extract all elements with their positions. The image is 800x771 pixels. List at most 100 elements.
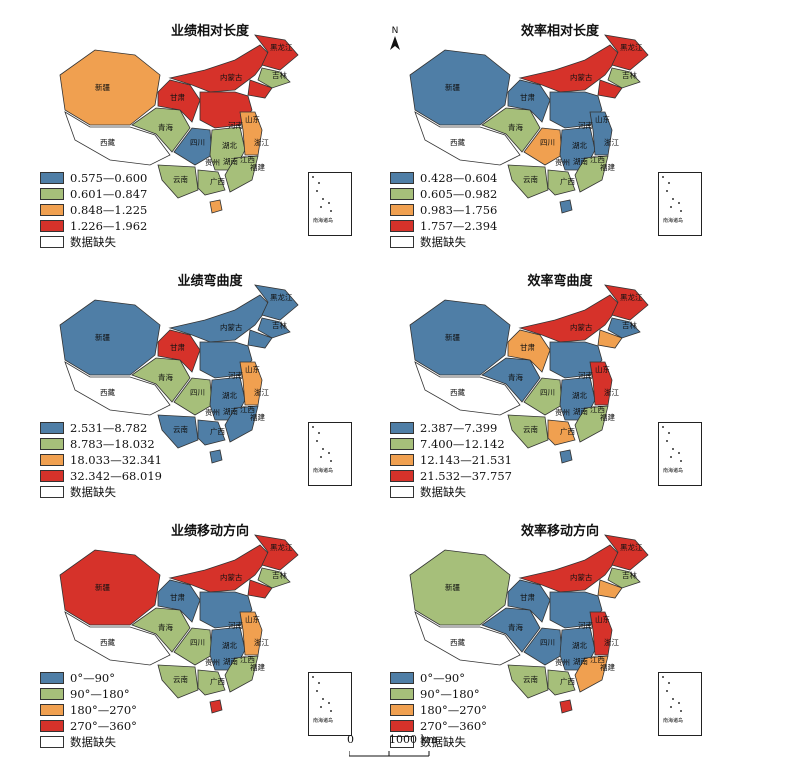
province-label-shandong: 山东 <box>595 614 610 624</box>
legend-swatch <box>40 220 64 232</box>
legend-swatch <box>390 172 414 184</box>
province-label-sichuan: 四川 <box>540 638 555 647</box>
island-dot <box>680 210 682 212</box>
province-label-hubei: 湖北 <box>572 391 587 400</box>
legend-row: 0°—90° <box>390 670 487 686</box>
legend-swatch <box>40 720 64 732</box>
panel-title: 业绩移动方向 <box>170 524 249 539</box>
legend-label: 0.428—0.604 <box>420 171 498 185</box>
island-dot <box>328 702 330 704</box>
legend-label: 90°—180° <box>420 687 480 701</box>
inset-label: 南海诸岛 <box>313 468 334 474</box>
province-label-hunan: 湖南 <box>573 656 588 666</box>
island-dot <box>322 448 324 450</box>
south-china-sea-inset: 南海诸岛 <box>308 172 352 236</box>
province-label-zhejiang: 浙江 <box>254 637 269 647</box>
legend-row: 270°—360° <box>40 718 137 734</box>
legend-label: 数据缺失 <box>420 485 466 499</box>
island-dot <box>320 206 322 208</box>
region-yunnan <box>507 164 549 199</box>
province-label-guangxi: 广西 <box>560 426 575 436</box>
province-label-sichuan: 四川 <box>190 388 205 397</box>
province-label-guangxi: 广西 <box>560 676 575 686</box>
region-xinjiang <box>59 49 161 126</box>
province-label-jiangxi: 江西 <box>590 155 605 164</box>
south-china-sea-inset: 南海诸岛 <box>658 672 702 736</box>
legend-swatch <box>40 486 64 498</box>
province-label-hunan: 湖南 <box>223 656 238 666</box>
region-east-coast <box>589 611 613 656</box>
legend-label: 数据缺失 <box>70 235 116 249</box>
province-label-jiangxi: 江西 <box>590 655 605 664</box>
panel-title: 业绩弯曲度 <box>177 274 243 289</box>
region-qinghai <box>481 357 541 403</box>
island-dot <box>678 702 680 704</box>
province-label-xinjiang: 新疆 <box>95 582 110 592</box>
legend-label: 12.143—21.531 <box>420 453 512 467</box>
province-label-xinjiang: 新疆 <box>445 332 460 342</box>
region-xinjiang <box>409 549 511 626</box>
province-label-jilin: 吉林 <box>622 70 637 80</box>
province-label-henan: 河南 <box>228 370 243 380</box>
region-guangxi <box>547 169 576 196</box>
island-dot <box>316 690 318 692</box>
region-jilin <box>257 567 291 589</box>
province-label-fujian: 福建 <box>250 662 265 672</box>
region-xizang <box>414 611 521 666</box>
province-label-xizang: 西藏 <box>450 637 465 647</box>
legend-swatch <box>390 486 414 498</box>
province-label-shandong: 山东 <box>245 114 260 124</box>
region-east-coast <box>239 111 263 156</box>
inset-map <box>662 426 682 462</box>
region-heilongjiang <box>604 34 649 71</box>
legend-row: 21.532—37.757 <box>390 468 512 484</box>
island-dot <box>312 426 314 428</box>
island-dot <box>316 440 318 442</box>
region-guangxi <box>547 669 576 696</box>
province-label-guangxi: 广西 <box>210 426 225 436</box>
province-label-shandong: 山东 <box>245 364 260 374</box>
legend-row: 1.226—1.962 <box>40 218 147 234</box>
legend-row: 0.428—0.604 <box>390 170 497 186</box>
province-label-neimenggu: 内蒙古 <box>220 72 243 82</box>
province-label-jiangxi: 江西 <box>240 155 255 164</box>
south-china-sea-inset: 南海诸岛 <box>308 422 352 486</box>
legend-label: 0°—90° <box>70 671 115 685</box>
legend-row: 数据缺失 <box>390 484 512 500</box>
island-dot <box>670 206 672 208</box>
legend-label: 0.848—1.225 <box>70 203 148 217</box>
legend-row: 0.575—0.600 <box>40 170 147 186</box>
province-label-shandong: 山东 <box>595 114 610 124</box>
region-xizang <box>414 111 521 166</box>
scale-bar: 0 1000 km <box>345 733 465 763</box>
region-gansu <box>507 79 551 123</box>
island-dot <box>312 176 314 178</box>
region-xinjiang <box>409 49 511 126</box>
inset-map <box>662 676 682 712</box>
island-dot <box>668 682 670 684</box>
legend-label: 1.226—1.962 <box>70 219 148 233</box>
panel-title: 效率相对长度 <box>520 24 599 39</box>
region-south-coast <box>574 655 609 693</box>
region-gansu <box>157 579 201 623</box>
region-yunnan <box>157 414 199 449</box>
island-dot <box>666 690 668 692</box>
region-hainan <box>209 449 223 464</box>
province-label-jilin: 吉林 <box>272 70 287 80</box>
province-label-hubei: 湖北 <box>572 641 587 650</box>
island-dot <box>330 210 332 212</box>
legend-swatch <box>390 470 414 482</box>
island-dot <box>672 198 674 200</box>
province-label-heilongjiang: 黑龙江 <box>620 42 643 52</box>
province-label-guizhou: 贵州 <box>205 407 220 417</box>
region-heilongjiang <box>254 534 299 571</box>
map-panel: 业绩相对长度 新疆 西藏 青海 甘肃 内蒙古 黑龙江 吉林 山东 河南 四川 湖北 江西 贵州 云南 广西 湖南… <box>40 20 380 250</box>
region-guangxi <box>197 169 226 196</box>
legend-swatch <box>390 736 414 748</box>
island-dot <box>328 452 330 454</box>
map-panel: 业绩弯曲度 新疆 西藏 青海 甘肃 内蒙古 黑龙江 吉林 山东 河南 四川 湖北 江西 贵州 云南 广西 湖南福… <box>40 270 380 500</box>
province-label-xizang: 西藏 <box>450 387 465 397</box>
region-heilongjiang <box>254 284 299 321</box>
